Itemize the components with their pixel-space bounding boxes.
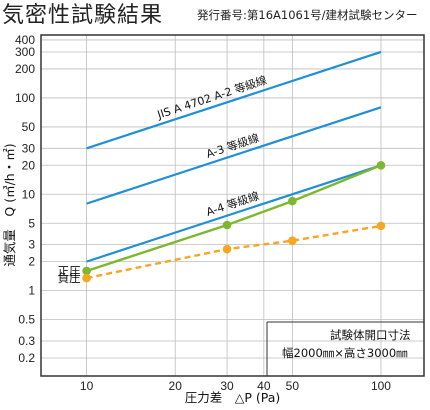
y-tick-label: 300 [15, 45, 35, 59]
x-tick-label: 20 [169, 379, 183, 393]
y-tick-label: 100 [15, 91, 35, 105]
y-tick-label: 20 [22, 158, 36, 172]
data-point [82, 266, 91, 276]
data-point [288, 236, 297, 245]
reference-line [86, 50, 382, 150]
reference-line [86, 106, 382, 205]
y-tick-label: 10 [22, 187, 36, 201]
series-layer [82, 160, 386, 283]
y-tick-label: 0.3 [18, 334, 35, 348]
reference-lines [86, 50, 382, 263]
x-tick-label: 100 [371, 379, 391, 393]
x-axis-label: 圧力差 △P (Pa) [185, 390, 281, 405]
y-tick-label: 5 [28, 216, 35, 230]
y-tick-label: 400 [15, 33, 35, 47]
reference-line-label: JIS A 4702 A-2 等級線 [155, 73, 269, 122]
y-tick-label: 3 [28, 238, 35, 252]
y-tick-label: 2 [28, 255, 35, 269]
x-tick-labels: 10 20 30 40 50 100 [80, 379, 391, 393]
series-line [86, 164, 382, 273]
note-line: 試験体開口寸法 [330, 328, 411, 342]
x-tick-label: 30 [220, 379, 234, 393]
y-tick-label: 200 [15, 62, 35, 76]
data-point [376, 160, 386, 170]
y-tick-label: 30 [22, 141, 36, 155]
series-line [86, 224, 382, 280]
data-point [82, 273, 91, 283]
x-tick-label: 50 [286, 379, 300, 393]
y-axis-label: 通気量 Q (㎥/h・㎡) [2, 143, 17, 266]
y-tick-label: 50 [22, 120, 36, 134]
y-tick-label: 0.2 [18, 351, 35, 365]
data-point [288, 196, 297, 206]
data-point [376, 221, 386, 231]
chart-subtitle: 発行番号:第16A1061号/建材試験センター [197, 8, 418, 22]
reference-line [86, 164, 382, 263]
chart-title: 気密性試験結果 [2, 3, 164, 28]
x-tick-label: 10 [80, 379, 94, 393]
series-label: 正圧 [58, 264, 81, 278]
data-point [222, 220, 232, 230]
note-line: 幅2000㎜×高さ3000㎜ [282, 346, 408, 360]
y-tick-label: 0.5 [18, 313, 35, 327]
series-label: 負圧 [58, 271, 81, 285]
y-tick-label: 1 [28, 284, 35, 298]
plot-frame [40, 34, 425, 377]
grid-lines [41, 35, 424, 376]
x-tick-label: 40 [257, 379, 271, 393]
data-point [222, 244, 232, 254]
